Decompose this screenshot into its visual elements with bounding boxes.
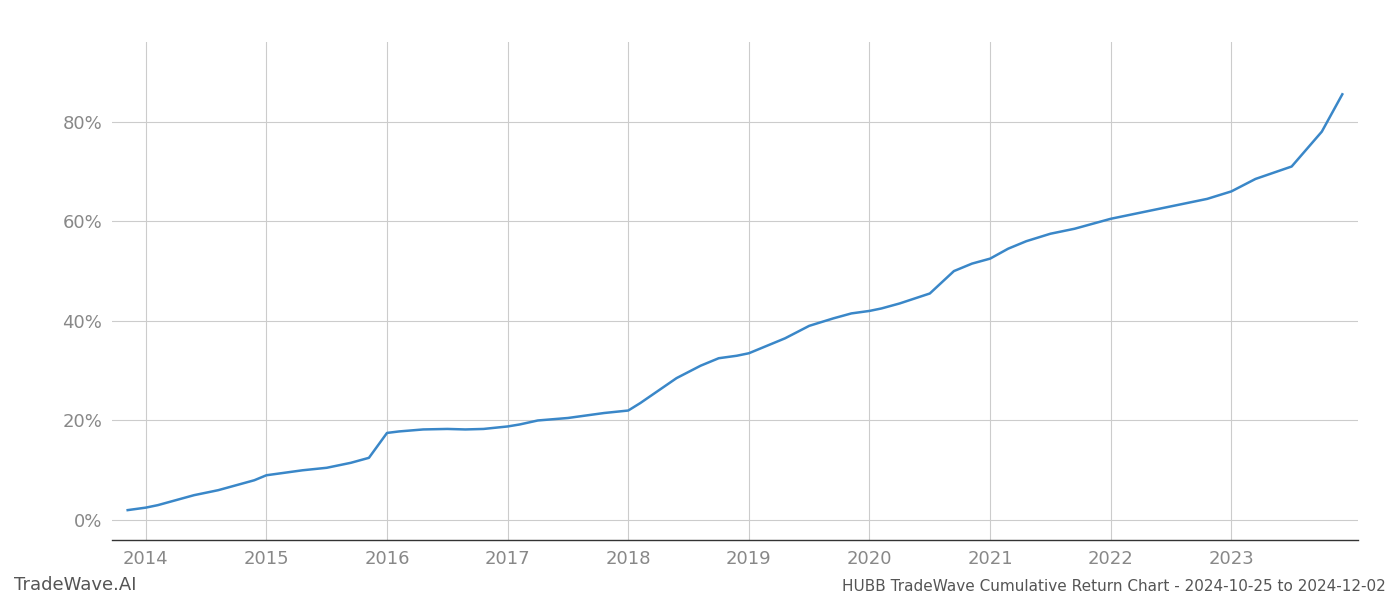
- Text: HUBB TradeWave Cumulative Return Chart - 2024-10-25 to 2024-12-02: HUBB TradeWave Cumulative Return Chart -…: [843, 579, 1386, 594]
- Text: TradeWave.AI: TradeWave.AI: [14, 576, 137, 594]
